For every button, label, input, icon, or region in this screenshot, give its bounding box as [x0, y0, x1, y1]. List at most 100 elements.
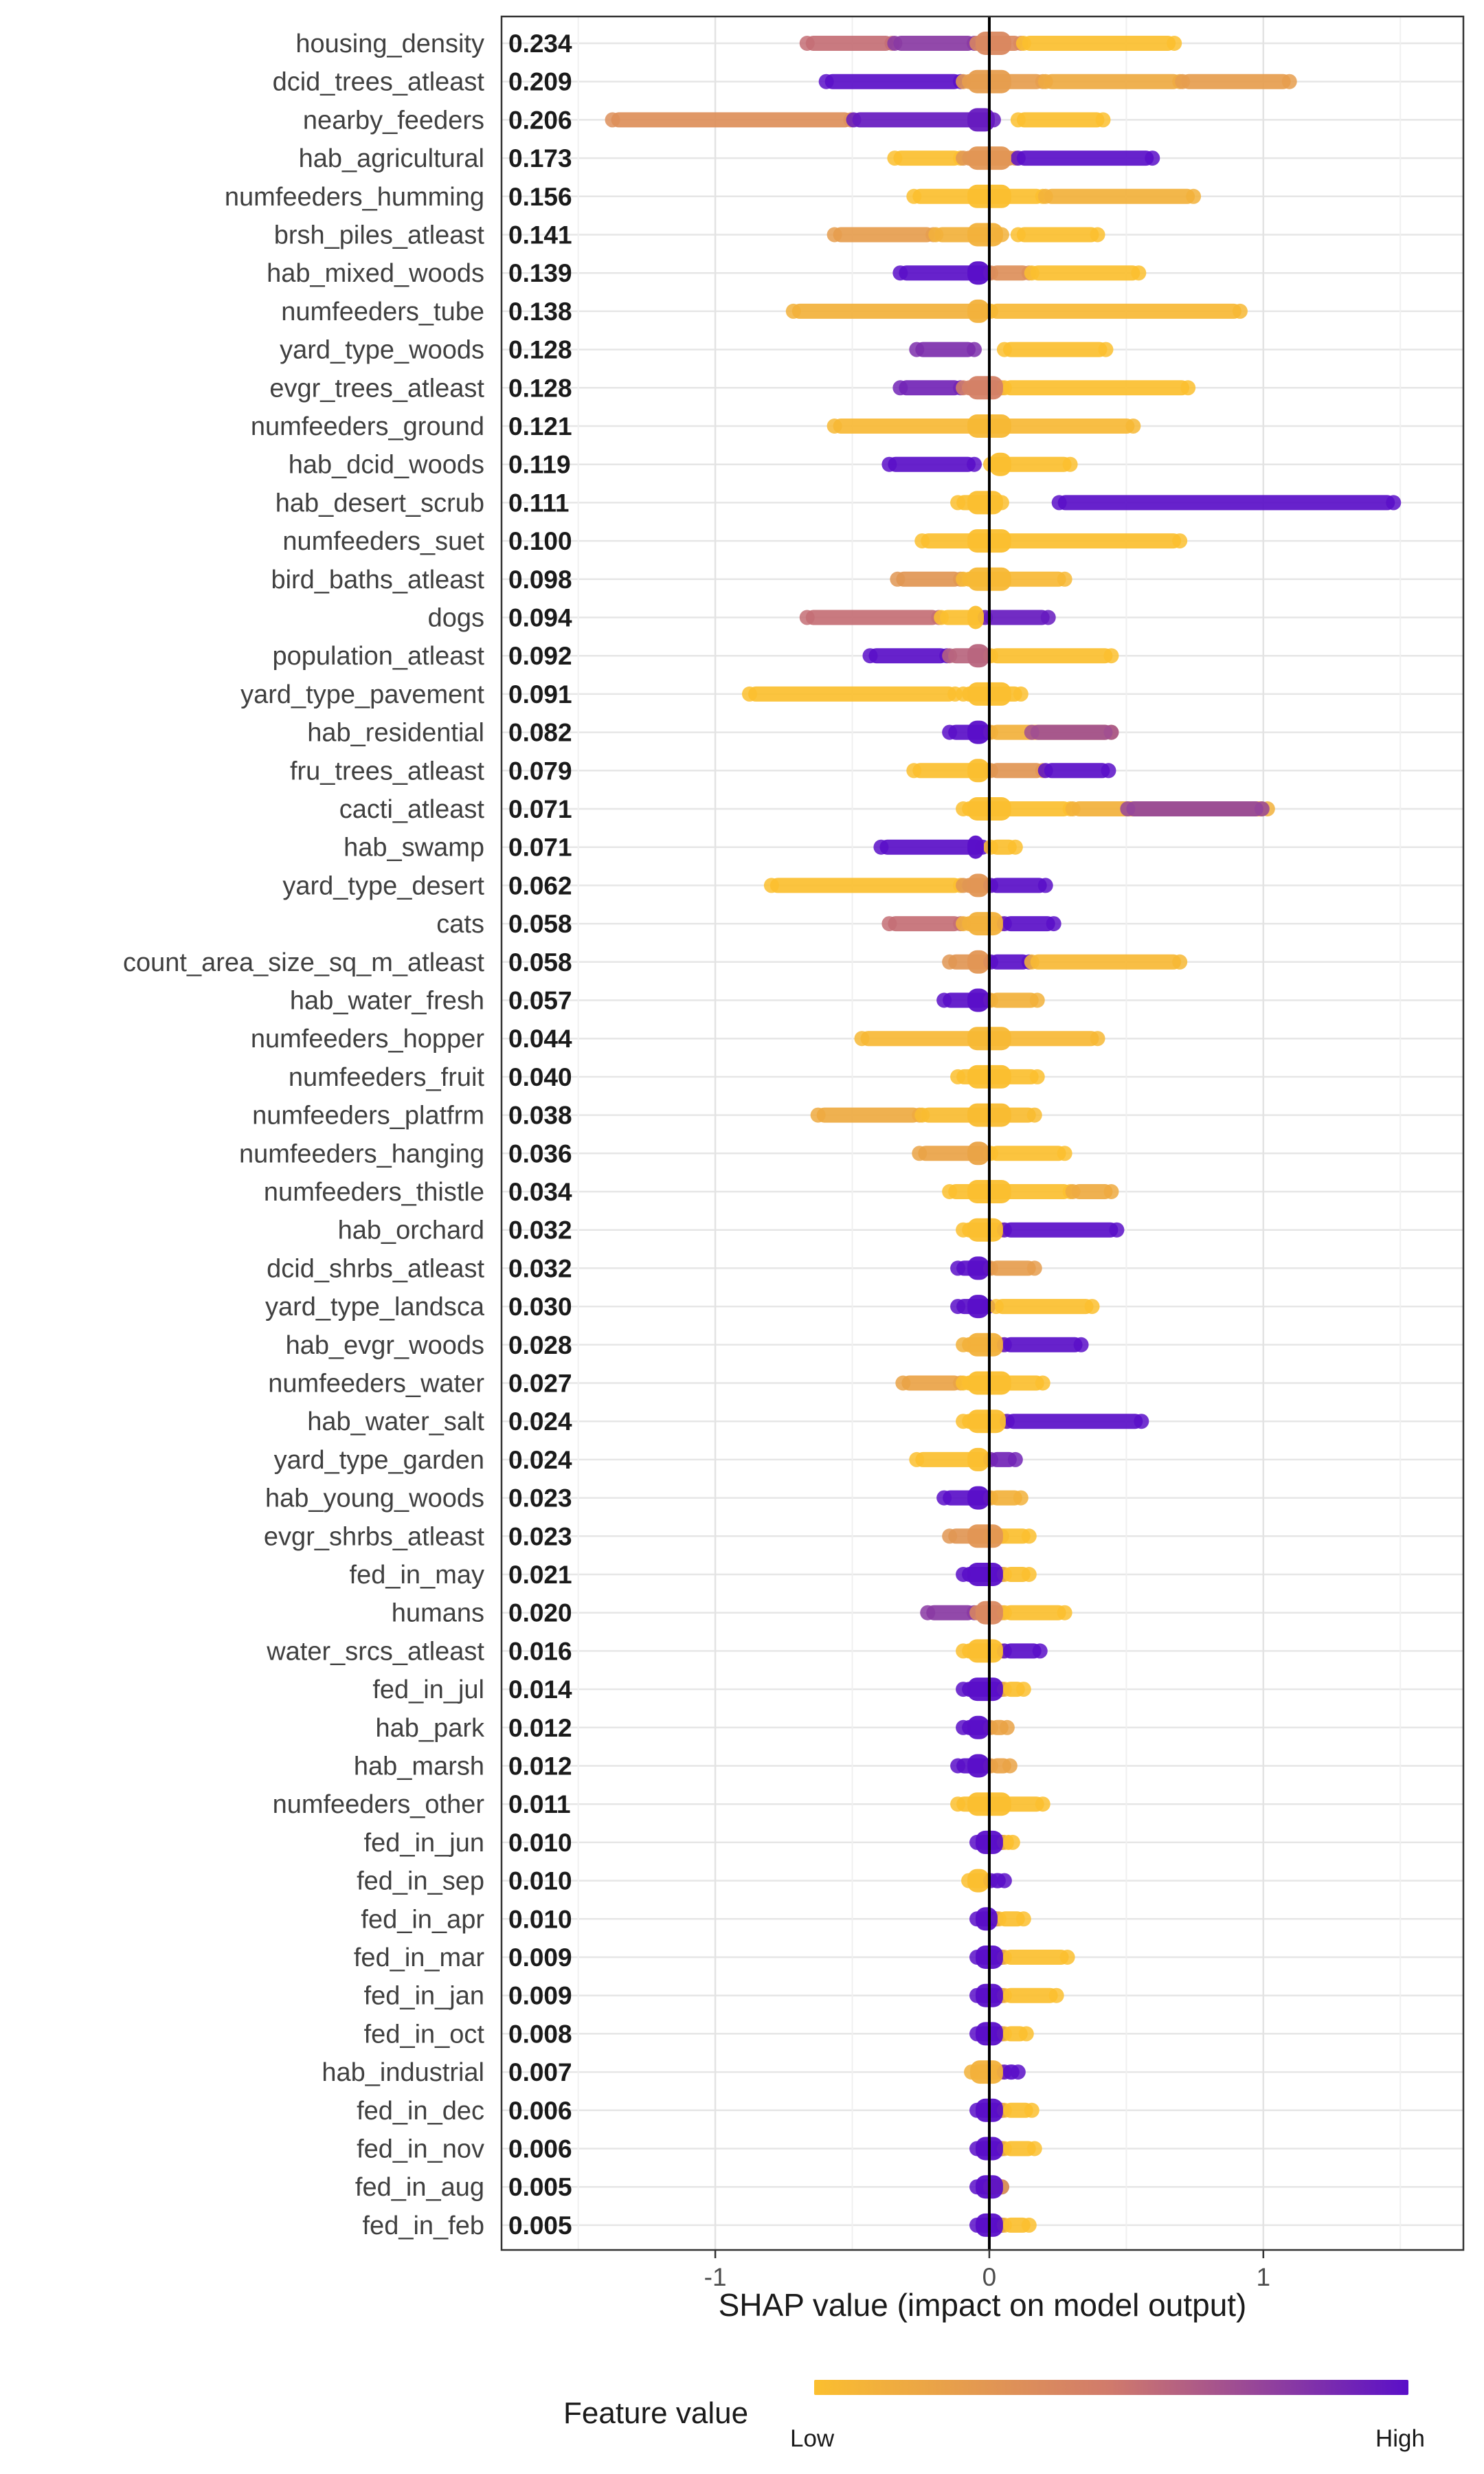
shap-point: [956, 571, 971, 587]
feature-name-label: cacti_atleast: [339, 795, 485, 824]
feature-name-label: population_atleast: [273, 642, 485, 671]
shap-point: [799, 610, 815, 625]
shap-point: [763, 878, 779, 893]
feature-row-hab-residential: [942, 720, 1119, 744]
shap-point: [1084, 1299, 1100, 1315]
feature-row-hab-dcid-woods: [881, 452, 1078, 476]
shap-point-cluster: [967, 261, 989, 285]
feature-row-yard-type-woods: [909, 342, 1114, 357]
shap-point: [1018, 2026, 1034, 2042]
shap-point: [1059, 1950, 1075, 1965]
feature-importance-label: 0.020: [508, 1599, 572, 1627]
feature-importance-label: 0.023: [508, 1484, 572, 1513]
feature-importance-label: 0.024: [508, 1446, 572, 1474]
shap-point: [909, 342, 925, 357]
shap-point: [1024, 954, 1039, 970]
shap-point: [1095, 112, 1111, 128]
feature-name-label: hab_agricultural: [299, 144, 484, 173]
shap-point: [1065, 801, 1081, 816]
feature-importance-label: 0.023: [508, 1522, 572, 1550]
feature-importance-label: 0.079: [508, 757, 572, 785]
feature-name-label: numfeeders_water: [268, 1370, 484, 1398]
feature-importance-label: 0.173: [508, 144, 572, 172]
shap-point-cluster: [967, 1486, 989, 1510]
feature-importance-label: 0.094: [508, 604, 572, 632]
x-tick-label: 0: [982, 2263, 997, 2291]
shap-point: [1021, 2217, 1037, 2233]
shap-point: [996, 342, 1012, 357]
feature-name-label: yard_type_desert: [282, 871, 484, 900]
feature-importance-label: 0.092: [508, 642, 572, 670]
shap-point: [914, 533, 930, 549]
shap-point-band: [1002, 1987, 1058, 2003]
feature-name-label: evgr_trees_atleast: [269, 374, 484, 403]
feature-name-label: numfeeders_ground: [251, 412, 484, 441]
feature-importance-label: 0.005: [508, 2173, 572, 2201]
feature-importance-label: 0.234: [508, 30, 572, 58]
legend-low-label: Low: [790, 2425, 835, 2452]
shap-point: [936, 1490, 952, 1506]
feature-row-yard-type-desert: [763, 873, 1053, 898]
shap-point-band: [1030, 265, 1140, 281]
shap-point: [892, 380, 908, 396]
shap-point: [1281, 74, 1297, 89]
shap-point-cluster: [967, 1295, 989, 1319]
shap-point: [956, 1567, 971, 1582]
feature-row-housing-density: [799, 32, 1182, 55]
shap-point: [950, 1069, 966, 1084]
shap-point: [1026, 2141, 1042, 2157]
shap-point: [846, 112, 862, 128]
shap-point: [1037, 878, 1053, 893]
shap-point-band: [989, 1490, 1022, 1506]
shap-point-cluster: [976, 1907, 998, 1931]
feature-name-label: nearby_feeders: [303, 106, 484, 135]
feature-name-label: hab_orchard: [338, 1216, 484, 1245]
feature-row-dcid-trees-atleast: [818, 69, 1297, 93]
feature-row-yard-type-landsca: [950, 1295, 1100, 1319]
shap-point-band: [989, 1260, 1036, 1276]
feature-row-hab-young-woods: [936, 1486, 1028, 1510]
feature-importance-label: 0.098: [508, 566, 572, 594]
feature-name-label: numfeeders_thistle: [264, 1178, 484, 1207]
x-tick-label: 1: [1257, 2263, 1271, 2291]
feature-name-label: fed_in_jan: [364, 1982, 484, 2011]
x-tick-label: -1: [704, 2263, 727, 2291]
shap-point: [1145, 151, 1160, 166]
feature-row-fed-in-may: [956, 1563, 1037, 1586]
feature-importance-label: 0.007: [508, 2058, 572, 2086]
feature-name-label: hab_residential: [307, 719, 484, 748]
feature-name-label: hab_young_woods: [265, 1484, 484, 1513]
feature-importance-label: 0.012: [508, 1752, 572, 1781]
shap-point: [895, 1375, 911, 1391]
shap-points: [605, 32, 1402, 2237]
feature-name-label: hab_water_fresh: [290, 987, 484, 1016]
shap-point: [936, 992, 952, 1008]
shap-point-band: [1002, 916, 1055, 932]
feature-name-label: dcid_trees_atleast: [273, 68, 485, 97]
feature-name-label: hab_swamp: [344, 834, 484, 862]
feature-importance-label: 0.021: [508, 1561, 572, 1589]
shap-point: [1125, 419, 1141, 434]
shap-point-band: [1057, 495, 1395, 511]
feature-name-label: hab_dcid_woods: [289, 451, 484, 480]
shap-point-cluster: [967, 1409, 1006, 1434]
shap-point: [956, 686, 971, 702]
shap-point-band: [1002, 1950, 1069, 1965]
feature-importance-label: 0.038: [508, 1102, 572, 1130]
shap-point-band: [816, 1107, 921, 1123]
shap-point-cluster: [967, 759, 989, 783]
shap-point: [1065, 1184, 1081, 1199]
feature-importance-label: 0.111: [508, 489, 570, 517]
shap-point-band: [994, 1299, 1094, 1315]
shap-point-band: [868, 648, 949, 664]
feature-importance-label: 0.062: [508, 871, 572, 900]
shap-point: [1035, 1796, 1050, 1812]
shap-point: [942, 1184, 958, 1199]
shap-point-cluster: [967, 1141, 989, 1166]
shap-point: [950, 1758, 966, 1774]
shap-point: [1090, 1031, 1105, 1047]
shap-point: [928, 227, 944, 243]
feature-importance-label: 0.121: [508, 412, 572, 441]
shap-point-band: [901, 1375, 963, 1391]
